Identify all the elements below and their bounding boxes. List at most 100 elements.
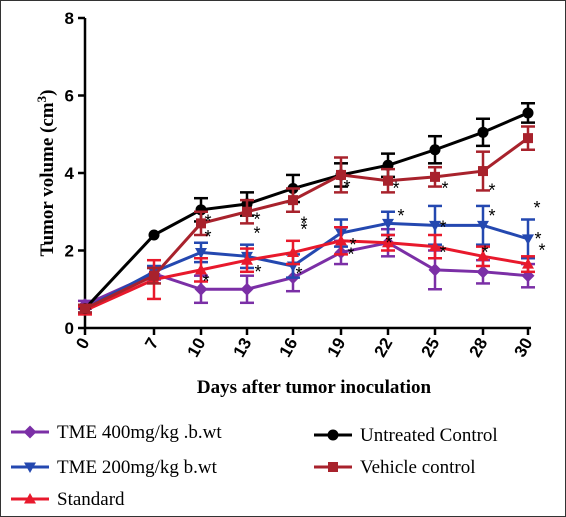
data-point [429, 220, 441, 232]
y-axis-title-main: Tumor volume (cm [37, 102, 58, 256]
legend-marker [24, 493, 36, 504]
significance-star: * [295, 264, 302, 284]
legend-marker [327, 429, 339, 441]
y-axis-title-superscript: 3 [34, 95, 49, 102]
data-point [476, 265, 490, 279]
data-point [288, 195, 298, 206]
data-point [80, 303, 90, 314]
x-tick-label: 19 [324, 335, 350, 361]
data-point [196, 218, 206, 229]
series-4 [78, 125, 535, 314]
significance-star: * [253, 210, 260, 230]
data-point [478, 166, 488, 177]
x-tick-label: 10 [184, 335, 210, 361]
x-tick-label: 22 [371, 335, 397, 361]
data-point [240, 282, 254, 296]
series-layer [78, 102, 535, 316]
significance-star: * [488, 206, 495, 226]
x-axis-title: Days after tumor inoculation [197, 377, 432, 398]
legend-label: Untreated Control [360, 425, 498, 446]
significance-markers: * * ** * * ** * ****** * *** * **** [202, 177, 545, 292]
axes: 0 2 4 6 8 0 7 10 13 16 19 22 25 28 30 [65, 9, 537, 360]
data-point [383, 175, 393, 186]
data-point [428, 263, 442, 277]
legend-item: Untreated Control [314, 425, 498, 446]
data-point [287, 246, 299, 257]
significance-star: * [343, 177, 350, 197]
significance-star: * [253, 223, 260, 243]
legend-label: TME 200mg/kg b.wt [57, 457, 218, 478]
legend-label: Vehicle control [360, 457, 476, 478]
y-axis-title-close: ) [37, 90, 58, 96]
legend-marker [328, 462, 338, 472]
legend-item: TME 200mg/kg b.wt [11, 457, 218, 478]
data-point [242, 206, 252, 217]
x-tick-label: 30 [511, 335, 537, 361]
x-tick-label: 13 [230, 335, 256, 361]
data-point [149, 270, 159, 281]
significance-star: * [392, 179, 399, 199]
y-tick-label: 0 [65, 319, 74, 338]
significance-star: * [385, 233, 392, 253]
series-line [84, 241, 529, 307]
significance-star: * [441, 179, 448, 199]
data-point [430, 171, 440, 182]
legend-item: TME 400mg/kg .b.wt [11, 422, 222, 443]
data-point [335, 234, 347, 246]
data-point [522, 234, 534, 245]
significance-star: * [349, 235, 356, 255]
significance-star: * [439, 217, 446, 237]
legend-marker [24, 462, 36, 473]
data-point [523, 133, 533, 144]
legend-label: TME 400mg/kg .b.wt [57, 422, 222, 443]
significance-star: * [202, 272, 209, 292]
data-point [195, 247, 207, 259]
significance-star: * [481, 243, 488, 263]
data-point [241, 254, 253, 265]
data-point [522, 107, 534, 119]
legend-item: Standard [11, 489, 125, 510]
legend-label: Standard [57, 489, 125, 510]
data-point [195, 263, 207, 275]
legend: TME 400mg/kg .b.wt TME 200mg/kg b.wt Stand… [11, 422, 498, 510]
series-line [83, 111, 529, 310]
data-point [477, 250, 489, 261]
y-tick-label: 6 [65, 87, 74, 106]
y-tick-label: 8 [65, 9, 74, 28]
significance-star: * [439, 243, 446, 263]
x-tick-label: 16 [276, 335, 302, 361]
significance-star: * [347, 245, 354, 265]
significance-star: * [538, 241, 545, 261]
data-point [522, 258, 534, 269]
series-line [84, 239, 529, 312]
data-point [336, 169, 346, 180]
significance-star: * [254, 262, 261, 282]
significance-star: * [204, 212, 211, 232]
data-point [477, 220, 489, 232]
data-point [194, 282, 208, 296]
significance-star: * [204, 227, 211, 247]
significance-star: * [397, 206, 404, 226]
series-line [84, 136, 529, 310]
y-tick-label: 4 [65, 164, 75, 183]
significance-star: * [533, 198, 540, 218]
data-point [382, 218, 394, 230]
significance-star: * [534, 229, 541, 249]
data-point [429, 144, 441, 156]
x-tick-label: 7 [141, 335, 162, 353]
x-tick-label: 28 [466, 335, 492, 361]
significance-star: * [300, 214, 307, 234]
legend-marker [23, 425, 37, 439]
data-point [477, 126, 489, 138]
series-line [84, 221, 529, 310]
legend-item: Vehicle control [314, 457, 476, 478]
significance-star: * [488, 181, 495, 201]
data-point [429, 240, 441, 252]
data-point [382, 236, 394, 248]
y-tick-label: 2 [65, 242, 74, 261]
significance-star: * [300, 219, 307, 239]
data-point [148, 229, 160, 241]
y-axis-title: Tumor volume (cm3) [34, 90, 58, 257]
